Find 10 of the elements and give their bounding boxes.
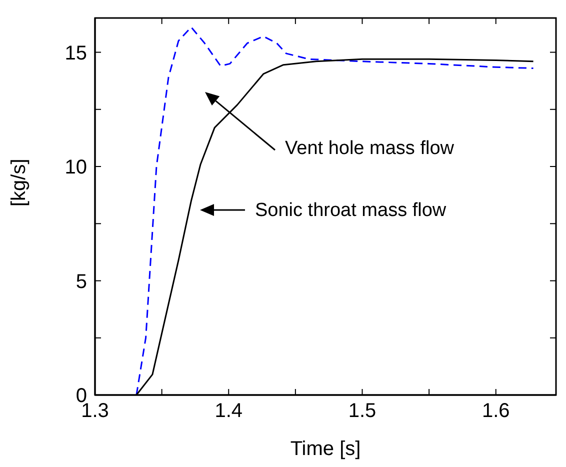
x-tick-label: 1.5 [348,400,376,422]
y-tick-label: 15 [64,42,87,64]
x-axis-title: Time [s] [290,438,361,460]
x-tick-label: 1.4 [214,400,243,422]
x-tick-label: 1.6 [482,400,510,422]
annotation: Sonic throat mass flow [255,200,446,221]
y-tick-label: 10 [64,156,87,179]
y-tick-label: 5 [76,270,87,293]
annotation: Vent hole mass flow [285,138,454,159]
y-axis-title: [kg/s] [8,158,30,206]
